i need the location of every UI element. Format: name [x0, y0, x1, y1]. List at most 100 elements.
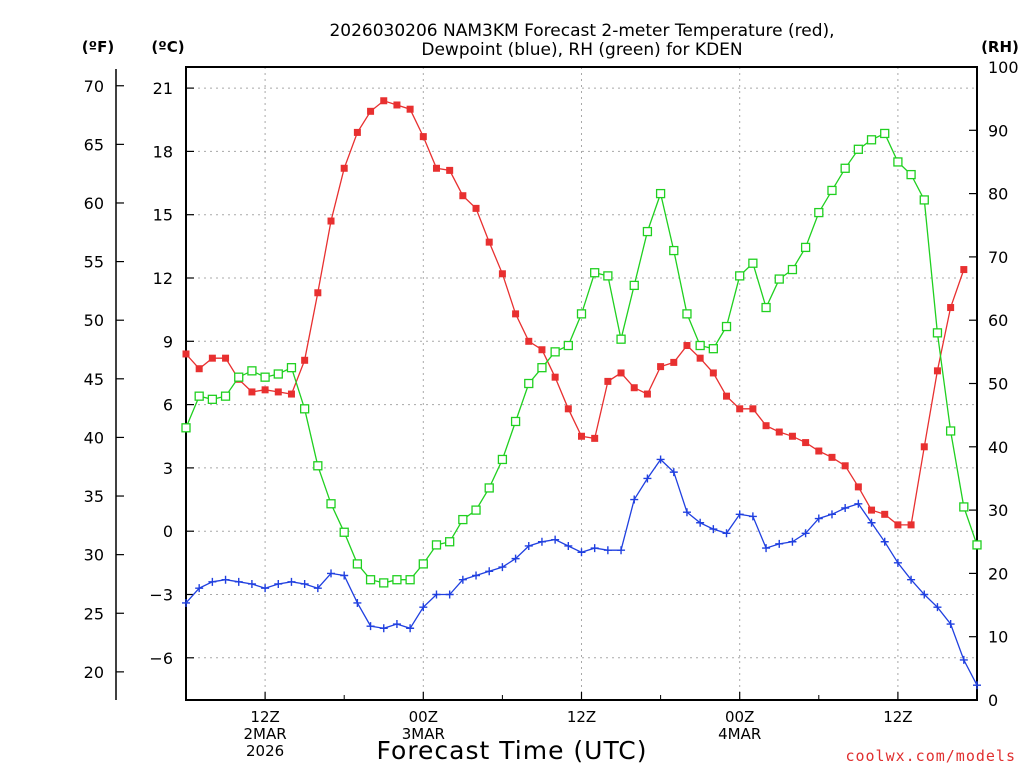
rh-point — [655, 188, 666, 199]
dewpoint-point — [419, 603, 428, 612]
rh-point — [405, 575, 415, 585]
dewpoint-point — [696, 518, 705, 527]
temperature-point — [525, 337, 533, 345]
rh-axis-label: (RH) — [981, 38, 1019, 56]
rh-point — [880, 128, 890, 139]
plot-area-frame — [185, 66, 978, 701]
dewpoint-point — [485, 567, 494, 576]
dewpoint-point — [406, 624, 415, 633]
rh-point — [392, 575, 402, 585]
rh-point — [379, 578, 389, 588]
fahrenheit-tick-label: 40 — [84, 428, 104, 447]
celsius-tick-label: 18 — [153, 142, 173, 161]
rh-point — [853, 144, 863, 154]
rh-point — [787, 264, 798, 275]
dewpoint-point — [327, 569, 336, 578]
dewpoint-point — [959, 655, 968, 664]
x-tick-label: 2026 — [246, 742, 284, 760]
dewpoint-point — [472, 571, 481, 580]
dewpoint-point — [234, 577, 243, 586]
x-tick-label: 3MAR — [402, 725, 445, 743]
dewpoint-point — [445, 590, 454, 599]
rh-point — [866, 135, 877, 145]
dewpoint-point — [880, 537, 889, 546]
celsius-tick-label: 6 — [163, 396, 173, 415]
dewpoint-point — [907, 575, 916, 584]
rh-tick-label: 100 — [988, 58, 1019, 77]
dewpoint-point — [748, 512, 757, 521]
dewpoint-series — [182, 455, 981, 690]
rh-tick-label: 70 — [988, 248, 1008, 267]
rh-point — [748, 258, 758, 268]
dewpoint-point — [340, 571, 349, 580]
dewpoint-point — [775, 539, 784, 548]
temperature-point — [301, 356, 309, 364]
dewpoint-point — [893, 558, 902, 567]
dewpoint-point — [221, 575, 230, 584]
temperature-point — [933, 367, 941, 375]
dewpoint-point — [274, 579, 283, 588]
rh-tick-label: 10 — [988, 628, 1008, 647]
temperature-point — [208, 354, 216, 362]
temperature-point — [591, 434, 599, 442]
dewpoint-point — [537, 537, 546, 546]
x-tick-label: 4MAR — [718, 725, 761, 743]
rh-point — [286, 363, 297, 373]
dewpoint-point — [524, 541, 533, 550]
rh-point — [576, 309, 587, 319]
chart-title-line2: Dewpoint (blue), RH (green) for KDEN — [421, 40, 742, 60]
rh-point — [458, 514, 468, 525]
rh-point — [708, 344, 718, 354]
temperature-point — [261, 386, 269, 394]
rh-tick-label: 40 — [988, 438, 1008, 457]
temperature-point — [274, 388, 282, 396]
temperature-point — [248, 388, 256, 396]
temperature-point — [314, 289, 322, 297]
rh-point — [840, 163, 850, 173]
dewpoint-point — [511, 554, 520, 563]
temperature-point — [894, 521, 902, 529]
rh-tick-label: 60 — [988, 311, 1008, 330]
x-tick-label: 00Z — [725, 708, 754, 726]
dewpoint-point — [564, 541, 573, 550]
rh-point — [260, 372, 270, 382]
temperature-series — [182, 97, 968, 529]
rh-point — [629, 280, 639, 291]
rh-point — [537, 363, 547, 373]
dewpoint-point — [788, 537, 797, 546]
series — [181, 97, 982, 690]
temperature-point — [578, 432, 585, 440]
temperature-point — [182, 350, 190, 358]
rh-point — [181, 423, 191, 433]
rh-point — [814, 207, 824, 218]
rh-point — [220, 391, 231, 401]
fahrenheit-tick-label: 50 — [84, 311, 104, 330]
fahrenheit-tick-label: 60 — [84, 194, 104, 213]
temperature-point — [683, 342, 691, 350]
temperature-point — [762, 422, 770, 430]
rh-point — [497, 454, 508, 465]
dewpoint-point — [603, 546, 612, 555]
rh-point — [365, 575, 376, 585]
dewpoint-point — [551, 535, 560, 544]
rh-point — [669, 245, 679, 256]
temperature-point — [815, 447, 823, 455]
dewpoint-point — [656, 455, 665, 464]
rh-point — [603, 271, 613, 281]
dewpoint-point — [722, 529, 731, 538]
rh-point — [484, 483, 494, 493]
dewpoint-point — [261, 584, 270, 593]
dewpoint-point — [841, 503, 850, 512]
rh-point — [945, 426, 956, 436]
temperature-point — [446, 166, 454, 174]
temperature-point — [960, 266, 968, 274]
rh-point — [800, 242, 811, 253]
temperature-point — [828, 453, 836, 461]
dewpoint-point — [946, 620, 955, 629]
rh-tick-label: 90 — [988, 121, 1008, 140]
dewpoint-point — [432, 590, 441, 599]
rh-point — [207, 394, 218, 404]
rh-point — [299, 404, 310, 414]
fahrenheit-tick-label: 30 — [84, 546, 104, 565]
temperature-point — [709, 369, 717, 377]
